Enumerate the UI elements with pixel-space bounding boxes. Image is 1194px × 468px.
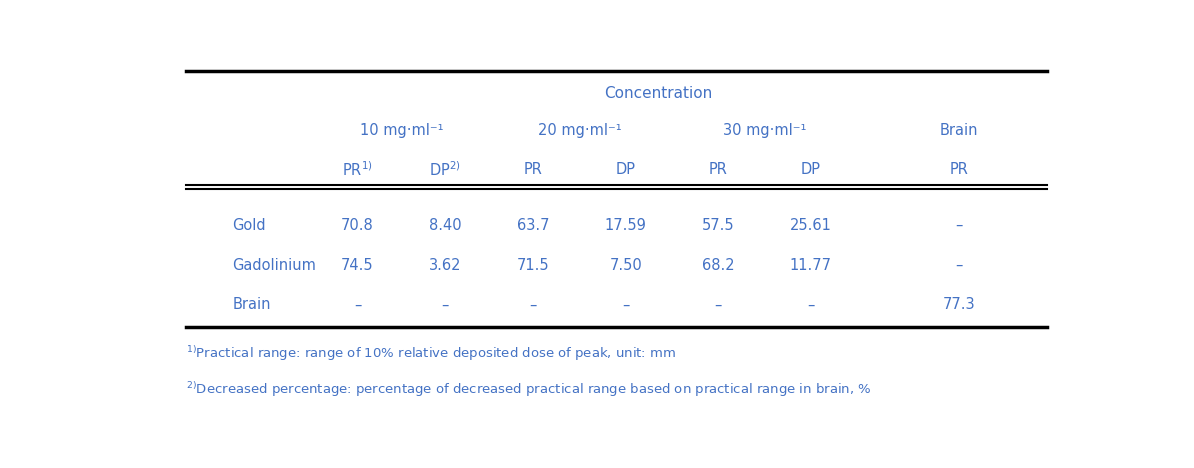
Text: 11.77: 11.77	[790, 258, 832, 273]
Text: –: –	[955, 258, 962, 273]
Text: 3.62: 3.62	[429, 258, 462, 273]
Text: Gold: Gold	[233, 218, 266, 233]
Text: $^{1)}$Practical range: range of 10% relative deposited dose of peak, unit: mm: $^{1)}$Practical range: range of 10% rel…	[186, 344, 677, 363]
Text: DP: DP	[616, 162, 636, 177]
Text: Brain: Brain	[233, 297, 271, 312]
Text: DP$^{2)}$: DP$^{2)}$	[430, 161, 461, 179]
Text: Brain: Brain	[940, 123, 978, 138]
Text: 25.61: 25.61	[790, 218, 832, 233]
Text: –: –	[442, 297, 449, 312]
Text: 17.59: 17.59	[605, 218, 647, 233]
Text: Gadolinium: Gadolinium	[233, 258, 316, 273]
Text: 71.5: 71.5	[517, 258, 549, 273]
Text: –: –	[622, 297, 629, 312]
Text: –: –	[530, 297, 537, 312]
Text: –: –	[715, 297, 722, 312]
Text: 57.5: 57.5	[702, 218, 734, 233]
Text: PR$^{1)}$: PR$^{1)}$	[341, 161, 373, 179]
Text: PR: PR	[949, 162, 968, 177]
Text: 20 mg·ml⁻¹: 20 mg·ml⁻¹	[537, 123, 621, 138]
Text: 10 mg·ml⁻¹: 10 mg·ml⁻¹	[359, 123, 443, 138]
Text: 77.3: 77.3	[942, 297, 975, 312]
Text: 74.5: 74.5	[341, 258, 374, 273]
Text: –: –	[807, 297, 814, 312]
Text: 63.7: 63.7	[517, 218, 549, 233]
Text: 8.40: 8.40	[429, 218, 462, 233]
Text: $^{2)}$Decreased percentage: percentage of decreased practical range based on pr: $^{2)}$Decreased percentage: percentage …	[186, 380, 872, 399]
Text: –: –	[955, 218, 962, 233]
Text: –: –	[353, 297, 361, 312]
Text: PR: PR	[524, 162, 543, 177]
Text: 70.8: 70.8	[341, 218, 374, 233]
Text: 68.2: 68.2	[702, 258, 734, 273]
Text: 30 mg·ml⁻¹: 30 mg·ml⁻¹	[722, 123, 806, 138]
Text: DP: DP	[801, 162, 821, 177]
Text: Concentration: Concentration	[604, 87, 713, 102]
Text: 7.50: 7.50	[609, 258, 642, 273]
Text: PR: PR	[709, 162, 728, 177]
